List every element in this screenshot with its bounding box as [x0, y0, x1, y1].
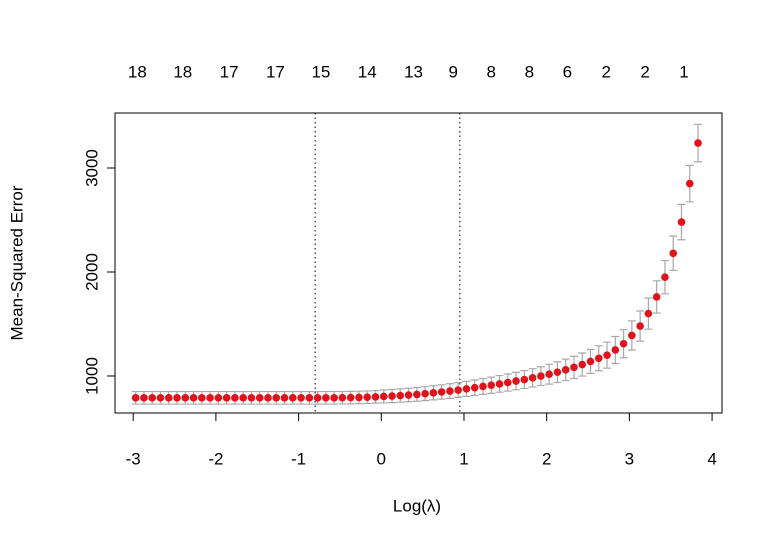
point [578, 360, 587, 369]
point [694, 139, 702, 147]
top-tick-label: 13 [404, 62, 423, 81]
point [222, 394, 231, 402]
top-tick-label: 2 [640, 62, 649, 81]
point [173, 394, 181, 402]
point [644, 309, 653, 318]
point [421, 389, 429, 398]
point [669, 249, 678, 258]
point [479, 382, 487, 391]
point [470, 383, 479, 392]
point [313, 394, 322, 402]
point [181, 394, 190, 402]
point [594, 354, 603, 363]
point [404, 391, 413, 399]
point [247, 394, 256, 402]
point [198, 394, 206, 402]
x-tick-label: 0 [377, 449, 386, 468]
point [437, 388, 446, 396]
point [429, 389, 438, 397]
top-tick-label: 17 [220, 62, 239, 81]
point [264, 394, 272, 402]
point [379, 392, 388, 401]
top-tick-label: 8 [487, 62, 496, 81]
point [388, 392, 396, 400]
x-tick-label: -3 [126, 449, 141, 468]
point [338, 393, 347, 402]
point [504, 378, 512, 387]
top-tick-label: 18 [173, 62, 192, 81]
point [231, 394, 239, 402]
point [272, 394, 281, 402]
point [255, 394, 264, 402]
top-tick-label: 8 [525, 62, 534, 81]
point [396, 391, 405, 400]
x-tick-label: 3 [625, 449, 634, 468]
point [636, 322, 644, 330]
point [619, 339, 628, 348]
point [189, 394, 198, 402]
point [413, 390, 421, 399]
point [512, 377, 520, 385]
point [140, 394, 148, 402]
top-tick-label: 14 [358, 62, 377, 81]
point [586, 357, 595, 366]
x-axis-title: Log(λ) [393, 496, 441, 515]
y-tick-label: 2000 [82, 253, 101, 291]
point [164, 394, 173, 402]
top-tick-label: 6 [563, 62, 572, 81]
point [628, 331, 636, 340]
point [537, 372, 545, 380]
x-tick-label: -2 [208, 449, 223, 468]
point [297, 394, 305, 402]
top-tick-label: 9 [448, 62, 457, 81]
point [355, 393, 363, 402]
point [330, 394, 338, 402]
point [553, 368, 562, 376]
y-tick-label: 3000 [82, 149, 101, 187]
point [239, 394, 247, 402]
point [371, 393, 380, 401]
point [363, 393, 372, 401]
point [131, 394, 140, 402]
point [495, 380, 504, 388]
point [346, 393, 355, 402]
top-tick-label: 18 [128, 62, 147, 81]
point [148, 394, 157, 402]
top-tick-label: 2 [601, 62, 610, 81]
top-tick-label: 15 [311, 62, 330, 81]
y-tick-label: 1000 [82, 357, 101, 395]
point [652, 293, 661, 301]
point [214, 394, 223, 402]
point [520, 375, 529, 384]
point [570, 363, 578, 372]
plot-frame [114, 112, 723, 414]
point [661, 273, 669, 281]
point [305, 394, 314, 402]
point [677, 218, 686, 226]
point [462, 385, 471, 393]
point [611, 346, 620, 354]
point [156, 394, 165, 402]
point [454, 386, 462, 394]
x-tick-label: 4 [707, 449, 716, 468]
point [446, 387, 454, 395]
point [322, 394, 330, 402]
point [685, 179, 694, 188]
point [528, 374, 537, 382]
point [280, 394, 289, 402]
point [487, 381, 496, 390]
top-tick-label: 17 [266, 62, 285, 81]
point [603, 351, 611, 359]
x-tick-label: 1 [459, 449, 468, 468]
point [561, 366, 570, 374]
point [545, 370, 553, 379]
y-axis-title: Mean-Squared Error [7, 185, 26, 340]
point [206, 394, 214, 402]
top-tick-label: 1 [679, 62, 688, 81]
x-tick-label: -1 [291, 449, 306, 468]
point [288, 394, 297, 402]
x-tick-label: 2 [542, 449, 551, 468]
